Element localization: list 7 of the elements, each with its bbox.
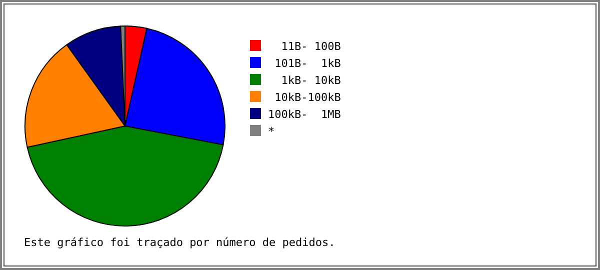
legend-label: 101B- 1kB [268,57,342,70]
legend-label: 10kB-100kB [268,91,342,104]
legend-label: 1kB- 10kB [268,74,342,87]
legend-label: * [268,125,275,138]
legend-label: 11B- 100B [268,40,342,53]
text: Este gráfico foi traçado por número de pedidos. [24,236,336,249]
legend-label: 100kB- 1MB [268,108,342,121]
